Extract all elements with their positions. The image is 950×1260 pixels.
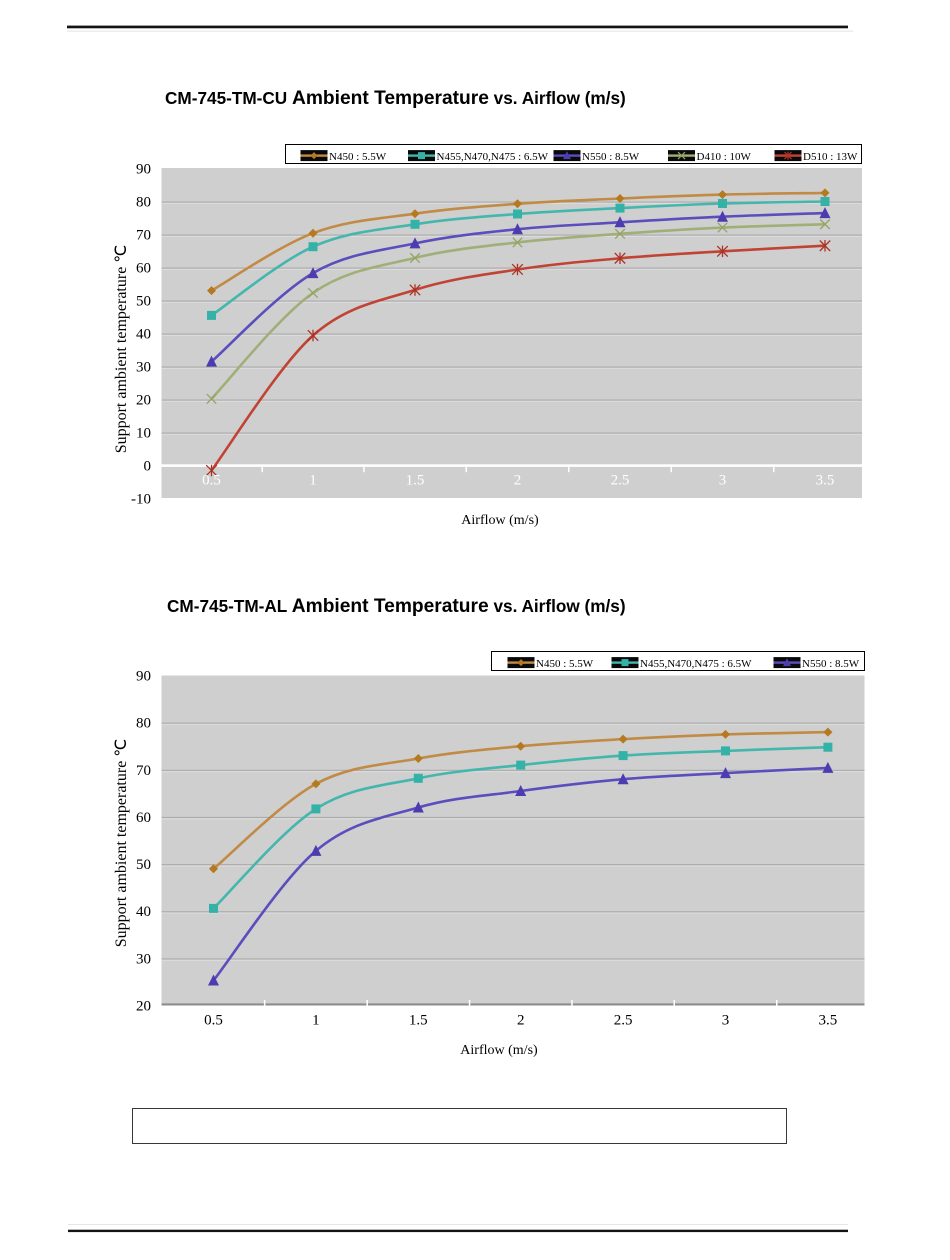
svg-text:N455,N470,N475 : 6.5W: N455,N470,N475 : 6.5W xyxy=(640,658,752,670)
svg-text:0: 0 xyxy=(144,459,152,475)
svg-text:N455,N470,N475 : 6.5W: N455,N470,N475 : 6.5W xyxy=(437,151,549,163)
svg-text:90: 90 xyxy=(136,669,151,685)
svg-text:2.5: 2.5 xyxy=(614,1013,633,1029)
svg-text:Support ambient temperature ℃: Support ambient temperature ℃ xyxy=(113,739,130,948)
svg-text:N550 : 8.5W: N550 : 8.5W xyxy=(582,151,640,163)
svg-text:Airflow (m/s): Airflow (m/s) xyxy=(460,1043,538,1058)
svg-text:Support ambient temperature ℃: Support ambient temperature ℃ xyxy=(113,245,130,454)
svg-text:0.5: 0.5 xyxy=(202,473,221,489)
svg-text:30: 30 xyxy=(136,360,151,376)
svg-text:80: 80 xyxy=(136,195,151,211)
svg-text:3: 3 xyxy=(722,1013,730,1029)
svg-text:70: 70 xyxy=(136,228,151,244)
svg-text:Airflow (m/s): Airflow (m/s) xyxy=(461,513,539,528)
svg-text:2: 2 xyxy=(517,1013,525,1029)
svg-text:20: 20 xyxy=(136,393,151,409)
svg-text:2: 2 xyxy=(514,473,522,489)
svg-text:2.5: 2.5 xyxy=(611,473,630,489)
svg-text:D510 : 13W: D510 : 13W xyxy=(803,151,858,163)
svg-text:1.5: 1.5 xyxy=(406,473,425,489)
svg-text:20: 20 xyxy=(136,999,151,1015)
svg-text:N450 : 5.5W: N450 : 5.5W xyxy=(329,151,387,163)
svg-text:50: 50 xyxy=(136,294,151,310)
svg-text:60: 60 xyxy=(136,261,151,277)
svg-text:1: 1 xyxy=(309,473,317,489)
svg-text:CM-745-TM-AL Ambient Temperatu: CM-745-TM-AL Ambient Temperature vs. Air… xyxy=(167,596,626,617)
svg-text:D410 : 10W: D410 : 10W xyxy=(697,151,752,163)
svg-text:10: 10 xyxy=(136,426,151,442)
svg-text:1.5: 1.5 xyxy=(409,1013,428,1029)
svg-text:N450 : 5.5W: N450 : 5.5W xyxy=(536,658,594,670)
svg-text:-10: -10 xyxy=(131,492,151,508)
svg-text:40: 40 xyxy=(136,327,151,343)
svg-text:3.5: 3.5 xyxy=(816,473,835,489)
svg-text:40: 40 xyxy=(136,904,151,920)
svg-text:30: 30 xyxy=(136,951,151,967)
svg-text:N550 : 8.5W: N550 : 8.5W xyxy=(802,658,860,670)
svg-text:0.5: 0.5 xyxy=(204,1013,223,1029)
svg-text:60: 60 xyxy=(136,810,151,826)
svg-text:50: 50 xyxy=(136,857,151,873)
svg-text:90: 90 xyxy=(136,162,151,178)
svg-text:1: 1 xyxy=(312,1013,320,1029)
svg-text:CM-745-TM-CU Ambient Temperatu: CM-745-TM-CU Ambient Temperature vs. Air… xyxy=(165,88,626,109)
svg-text:70: 70 xyxy=(136,763,151,779)
svg-text:3: 3 xyxy=(719,473,727,489)
svg-text:3.5: 3.5 xyxy=(819,1013,838,1029)
svg-text:80: 80 xyxy=(136,716,151,732)
